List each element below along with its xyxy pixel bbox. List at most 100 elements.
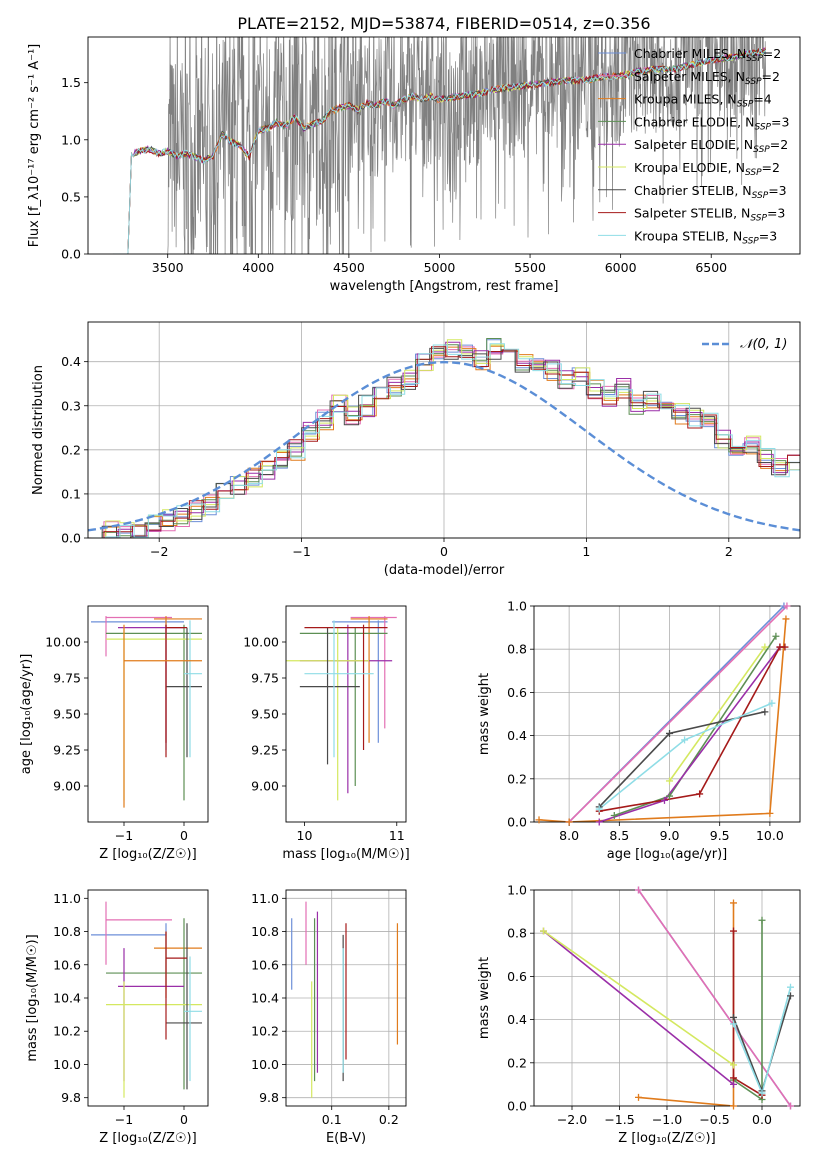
y-axis-label: mass weight [477, 957, 492, 1039]
marker-salpeter-stelib [696, 790, 704, 798]
x-tick-label: −1.5 [604, 1112, 634, 1127]
y-tick-label: 10.2 [53, 1024, 81, 1039]
plot-area [538, 606, 788, 822]
legend-label: Salpeter STELIB, NSSP=3 [634, 206, 785, 224]
axes-frame [87, 321, 801, 539]
x-tick-label: 0 [180, 1112, 188, 1127]
marker-salpeter-miles [783, 602, 791, 610]
x-tick-label: −2.0 [557, 1112, 587, 1127]
histogram-chabrier-stelib [88, 347, 800, 538]
axes-frame [533, 889, 801, 1107]
marker-kroupa-stelib [787, 983, 794, 991]
line-salpeter-miles [637, 890, 792, 1106]
figure-title: PLATE=2152, MJD=53874, FIBERID=0514, z=0… [237, 14, 650, 33]
marker-kroupa-miles [635, 1093, 642, 1101]
axes-frame [87, 36, 801, 255]
histogram-salpeter-elodie [89, 341, 800, 538]
y-tick-label: 9.8 [61, 1090, 81, 1105]
x-tick-label: 8.5 [609, 828, 629, 843]
legend-label: Kroupa STELIB, NSSP=3 [634, 228, 777, 246]
line-chabrier-stelib [598, 711, 766, 808]
y-tick-label: 0.2 [507, 771, 527, 786]
residuals-panel: −2 −1 0 1 2 0.0 0.1 0.2 0.3 0.4 (data-model)/error… [31, 321, 801, 578]
x-tick-label: −1.0 [652, 1112, 682, 1127]
legend-label: Kroupa ELODIE, NSSP=2 [634, 160, 780, 178]
marker-chabrier-stelib [761, 708, 769, 716]
marker-kroupa-stelib [681, 736, 689, 744]
y-tick-label: 9.00 [53, 779, 81, 794]
marker-salpeter-stelib [730, 927, 737, 935]
legend-label: Kroupa MILES, NSSP=4 [634, 92, 772, 110]
x-axis-label: wavelength [Angstrom, rest frame] [330, 279, 559, 294]
marker-chabrier-elodie [772, 632, 780, 640]
y-tick-label: 10.00 [243, 635, 279, 650]
plot-area [286, 616, 397, 801]
histogram-chabrier-elodie [88, 338, 800, 538]
x-axis-label: (data-model)/error [384, 563, 505, 578]
legend-label: 𝒩(0, 1) [740, 337, 787, 352]
marker-kroupa-stelib [768, 699, 776, 707]
marker-kroupa-miles [535, 816, 543, 824]
x-tick-label: 5000 [424, 260, 456, 275]
marker-kroupa-miles [782, 615, 790, 623]
x-axis-label: mass [log₁₀(M/M☉)] [282, 847, 409, 862]
y-axis-label: Normed distribution [31, 365, 46, 495]
x-tick-label: 0.0 [752, 1112, 772, 1127]
marker-salpeter-elodie [660, 796, 668, 804]
observed-spectrum [167, 37, 766, 254]
y-tick-label: 0.2 [61, 442, 81, 457]
x-tick-label: −1 [292, 544, 310, 559]
marker-chabrier-elodie [666, 792, 674, 800]
plot-area [91, 901, 202, 1098]
y-tick-label: 1.5 [61, 75, 81, 90]
y-tick-label: 11.0 [53, 891, 81, 906]
legend-label: Chabrier ELODIE, NSSP=3 [634, 114, 789, 132]
marker-kroupa-miles [565, 818, 573, 826]
marker-salpeter-miles [787, 1102, 794, 1110]
y-tick-label: 1.0 [507, 883, 527, 898]
legend-label: Salpeter ELODIE, NSSP=2 [634, 137, 788, 155]
axes-frame [533, 605, 801, 823]
legend-label: Chabrier STELIB, NSSP=3 [634, 183, 787, 201]
x-tick-label: −0.5 [699, 1112, 729, 1127]
age-vs-metallicity-panel: −1 0 9.00 9.25 9.50 9.75 10.00 Z [log₁₀(Z/Z☉)] a… [19, 605, 209, 862]
y-tick-label: 0.4 [507, 1012, 527, 1027]
y-tick-label: 1.0 [61, 132, 81, 147]
y-tick-label: 0.0 [61, 247, 81, 262]
y-tick-label: 0.4 [507, 728, 527, 743]
legend-label: Salpeter MILES, NSSP=2 [634, 69, 780, 87]
line-salpeter-miles [568, 606, 788, 822]
marker-chabrier-stelib [787, 992, 794, 1000]
y-tick-label: 10.8 [251, 924, 279, 939]
y-tick-label: 0.5 [61, 189, 81, 204]
y-tick-label: 10.00 [45, 635, 81, 650]
x-tick-label: 5500 [514, 260, 546, 275]
line-salpeter-stelib [732, 931, 763, 1096]
plot-area [88, 338, 800, 538]
x-axis-label: Z [log₁₀(Z/Z☉)] [99, 1131, 196, 1146]
plot-area [91, 616, 202, 808]
x-tick-label: 0.2 [379, 1112, 399, 1127]
marker-kroupa-stelib [730, 1020, 737, 1028]
spectrum-panel: 3500 4000 4500 5000 5500 6000 6500 0.0 0.5 1.0 1.5… [27, 36, 801, 294]
y-tick-label: 10.0 [251, 1057, 279, 1072]
line-kroupa-elodie [668, 646, 766, 782]
marker-kroupa-elodie [666, 777, 674, 785]
x-tick-label: 1 [582, 544, 590, 559]
marker-chabrier-stelib [666, 729, 674, 737]
y-tick-label: 9.75 [251, 671, 279, 686]
line-kroupa-elodie [543, 930, 734, 1066]
x-tick-label: 4500 [333, 260, 365, 275]
y-tick-label: 0.4 [61, 354, 81, 369]
y-tick-label: 9.50 [53, 707, 81, 722]
x-tick-label: 9.5 [710, 828, 730, 843]
x-tick-label: 0 [180, 828, 188, 843]
marker-kroupa-elodie [761, 643, 769, 651]
x-axis-label: E(B-V) [326, 1131, 366, 1146]
y-tick-label: 9.8 [259, 1090, 279, 1105]
y-tick-label: 11.0 [251, 891, 279, 906]
y-tick-label: 0.3 [61, 398, 81, 413]
y-tick-label: 10.4 [251, 991, 279, 1006]
y-tick-label: 9.75 [53, 671, 81, 686]
legend-label: Chabrier MILES, NSSP=2 [634, 46, 781, 64]
